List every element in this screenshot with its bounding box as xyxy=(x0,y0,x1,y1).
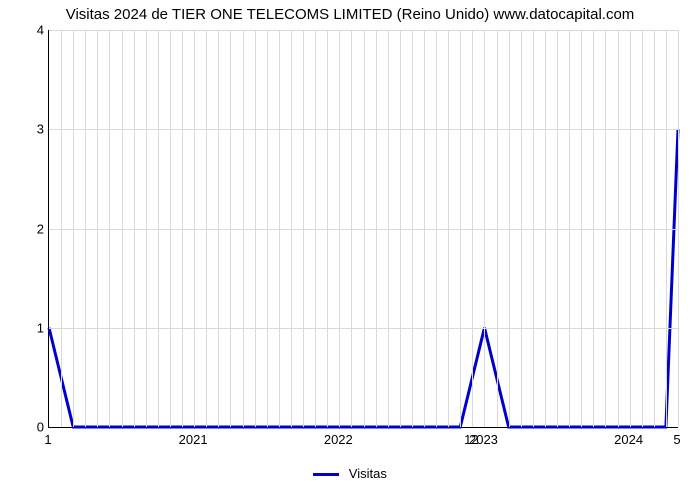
gridline-v xyxy=(255,30,256,427)
gridline-v xyxy=(73,30,74,427)
gridline-v xyxy=(545,30,546,427)
gridline-v xyxy=(581,30,582,427)
gridline-v xyxy=(303,30,304,427)
legend-swatch xyxy=(313,473,339,476)
gridline-v xyxy=(460,30,461,427)
gridline-v xyxy=(618,30,619,427)
gridline-v xyxy=(424,30,425,427)
gridline-v xyxy=(97,30,98,427)
gridline-v xyxy=(194,30,195,427)
xtick-sub-label: 12 xyxy=(464,432,478,447)
gridline-v xyxy=(170,30,171,427)
plot-area xyxy=(48,30,678,428)
xtick-year-label: 2021 xyxy=(179,432,208,447)
gridline-v xyxy=(291,30,292,427)
gridline-v xyxy=(376,30,377,427)
gridline-v xyxy=(315,30,316,427)
gridline-v xyxy=(666,30,667,427)
gridline-v xyxy=(630,30,631,427)
ytick-label: 1 xyxy=(4,320,44,335)
gridline-v xyxy=(472,30,473,427)
gridline-v xyxy=(605,30,606,427)
xtick-year-label: 2024 xyxy=(614,432,643,447)
legend: Visitas xyxy=(0,466,700,481)
gridline-v xyxy=(642,30,643,427)
gridline-v xyxy=(109,30,110,427)
gridline-v xyxy=(509,30,510,427)
gridline-v xyxy=(569,30,570,427)
gridline-v xyxy=(497,30,498,427)
xtick-sub-label: 1 xyxy=(44,432,51,447)
gridline-v xyxy=(85,30,86,427)
gridline-v xyxy=(484,30,485,427)
chart-title: Visitas 2024 de TIER ONE TELECOMS LIMITE… xyxy=(0,6,700,23)
gridline-v xyxy=(521,30,522,427)
gridline-v xyxy=(218,30,219,427)
gridline-v xyxy=(533,30,534,427)
gridline-v xyxy=(146,30,147,427)
gridline-v xyxy=(158,30,159,427)
legend-label: Visitas xyxy=(349,466,387,481)
gridline-v xyxy=(134,30,135,427)
xtick-sub-label: 5 xyxy=(673,432,680,447)
gridline-v xyxy=(61,30,62,427)
ytick-label: 0 xyxy=(4,420,44,435)
gridline-v xyxy=(654,30,655,427)
ytick-label: 3 xyxy=(4,122,44,137)
gridline-v xyxy=(122,30,123,427)
gridline-v xyxy=(364,30,365,427)
gridline-v xyxy=(206,30,207,427)
gridline-v xyxy=(557,30,558,427)
chart-container: Visitas 2024 de TIER ONE TELECOMS LIMITE… xyxy=(0,0,700,500)
gridline-v xyxy=(279,30,280,427)
gridline-v xyxy=(267,30,268,427)
gridline-v xyxy=(243,30,244,427)
gridline-v xyxy=(339,30,340,427)
gridline-v xyxy=(230,30,231,427)
gridline-v xyxy=(678,30,679,427)
gridline-v xyxy=(448,30,449,427)
ytick-label: 2 xyxy=(4,221,44,236)
xtick-year-label: 2022 xyxy=(324,432,353,447)
gridline-v xyxy=(412,30,413,427)
gridline-v xyxy=(327,30,328,427)
gridline-v xyxy=(593,30,594,427)
ytick-label: 4 xyxy=(4,23,44,38)
gridline-v xyxy=(351,30,352,427)
gridline-v xyxy=(436,30,437,427)
gridline-v xyxy=(400,30,401,427)
gridline-v xyxy=(388,30,389,427)
gridline-v xyxy=(182,30,183,427)
